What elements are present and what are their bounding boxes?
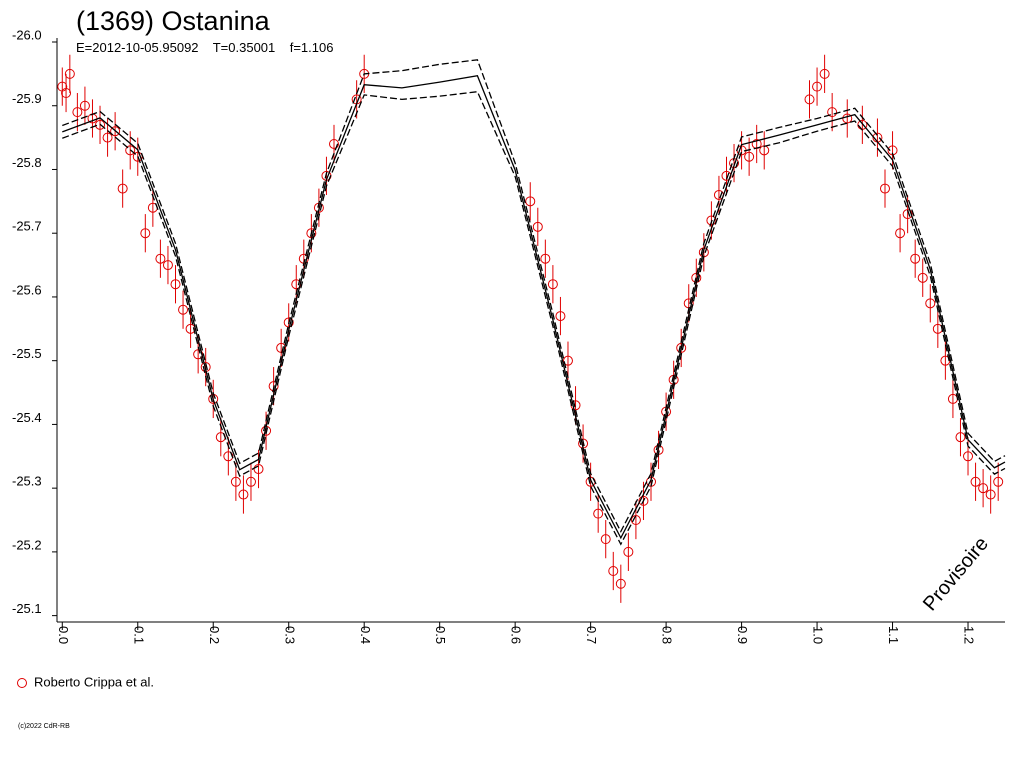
x-tick-label: 0.8 xyxy=(660,626,675,644)
data-point xyxy=(95,119,106,130)
chart-title: (1369) Ostanina xyxy=(76,6,271,36)
data-point xyxy=(970,476,981,487)
data-point xyxy=(804,94,815,105)
x-tick-label: 0.3 xyxy=(282,626,297,644)
y-tick-label: -25.3 xyxy=(12,474,42,489)
y-tick-label: -25.9 xyxy=(12,91,42,106)
model-curve xyxy=(62,75,1006,540)
data-point xyxy=(819,68,830,79)
data-point xyxy=(283,317,294,328)
data-point xyxy=(125,145,136,156)
data-point xyxy=(555,311,566,322)
y-tick-label: -25.1 xyxy=(12,601,42,616)
y-tick-label: -25.7 xyxy=(12,219,42,234)
data-point xyxy=(895,228,906,239)
data-point xyxy=(985,489,996,500)
data-point xyxy=(140,228,151,239)
x-tick-label: 0.0 xyxy=(56,626,71,644)
x-tick-label: 1.0 xyxy=(811,626,826,644)
data-point xyxy=(615,578,626,589)
data-point xyxy=(630,515,641,526)
data-point xyxy=(532,221,543,232)
data-point xyxy=(827,107,838,118)
data-point xyxy=(978,483,989,494)
model-curve xyxy=(62,91,1006,546)
data-point xyxy=(64,68,75,79)
data-point xyxy=(155,253,166,264)
legend-marker xyxy=(17,678,27,688)
data-point xyxy=(623,546,634,557)
y-tick-label: -25.6 xyxy=(12,282,42,297)
x-tick-label: 0.7 xyxy=(584,626,599,644)
data-point xyxy=(110,126,121,137)
y-tick-label: -25.2 xyxy=(12,537,42,552)
data-point xyxy=(276,342,287,353)
data-point xyxy=(79,100,90,111)
data-point xyxy=(925,298,936,309)
data-point xyxy=(993,476,1004,487)
data-point xyxy=(917,272,928,283)
data-point xyxy=(593,508,604,519)
x-tick-label: 1.2 xyxy=(962,626,977,644)
x-tick-label: 1.1 xyxy=(886,626,901,644)
data-point xyxy=(72,107,83,118)
data-point xyxy=(245,476,256,487)
data-point xyxy=(902,209,913,220)
model-curve xyxy=(62,59,1006,533)
data-point xyxy=(170,279,181,290)
data-point xyxy=(879,183,890,194)
data-point xyxy=(963,451,974,462)
data-point xyxy=(812,81,823,92)
data-point xyxy=(117,183,128,194)
chart-subtitle: E=2012-10-05.95092 T=0.35001 f=1.106 xyxy=(76,40,333,55)
data-point xyxy=(238,489,249,500)
data-point xyxy=(193,349,204,360)
y-tick-label: -25.4 xyxy=(12,410,42,425)
data-point xyxy=(955,432,966,443)
data-point xyxy=(61,87,72,98)
data-point xyxy=(638,495,649,506)
watermark: Provisoire xyxy=(919,533,993,615)
x-tick-label: 0.4 xyxy=(358,626,373,644)
data-point xyxy=(547,279,558,290)
data-point xyxy=(230,476,241,487)
data-point xyxy=(178,304,189,315)
footer: (c)2022 CdR-RB xyxy=(18,723,70,730)
y-tick-label: -25.8 xyxy=(12,155,42,170)
x-tick-label: 0.2 xyxy=(207,626,222,644)
data-point xyxy=(562,355,573,366)
data-point xyxy=(540,253,551,264)
x-tick-label: 0.6 xyxy=(509,626,524,644)
data-point xyxy=(608,566,619,577)
data-point xyxy=(706,215,717,226)
legend-label: Roberto Crippa et al. xyxy=(34,674,154,689)
x-tick-label: 0.1 xyxy=(131,626,146,644)
data-point xyxy=(102,132,113,143)
data-point xyxy=(525,196,536,207)
data-point xyxy=(910,253,921,264)
y-tick-label: -26.0 xyxy=(12,27,42,42)
data-point xyxy=(744,151,755,162)
y-tick-label: -25.5 xyxy=(12,346,42,361)
data-point xyxy=(676,342,687,353)
data-point xyxy=(162,260,173,271)
data-point xyxy=(600,534,611,545)
data-point xyxy=(253,464,264,475)
data-point xyxy=(329,138,340,149)
x-tick-label: 0.5 xyxy=(433,626,448,644)
x-tick-label: 0.9 xyxy=(735,626,750,644)
